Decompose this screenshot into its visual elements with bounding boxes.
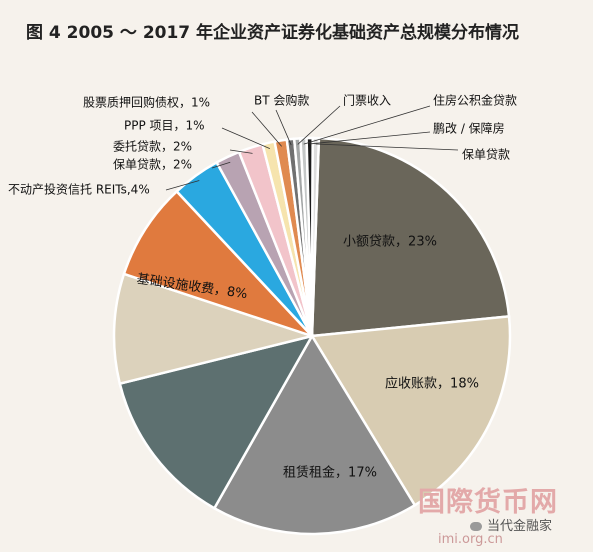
pie-slice: [310, 136, 321, 337]
slice-label: 保单贷款，2%: [113, 158, 192, 172]
watermark-url: imi.org.cn: [438, 532, 503, 547]
watermark-social-text: 当代金融家: [487, 519, 553, 534]
pie-slice: [212, 333, 417, 536]
slice-label: 保单贷款: [462, 148, 510, 162]
pie-slice: [122, 189, 313, 338]
leader-line: [229, 149, 253, 154]
slice-label: 租赁租金，17%: [283, 465, 377, 481]
slice-label: 应收账款，18%: [385, 376, 479, 392]
slice-label: 股票质押回购债权，1%: [83, 95, 210, 110]
leader-line: [297, 105, 341, 145]
pie-slice: [309, 314, 512, 507]
wechat-icon: [470, 522, 482, 531]
slice-label: 不动产投资信托 REITs,4%: [8, 182, 150, 197]
watermark: 国際货币网 当代金融家 imi.org.cn: [418, 480, 588, 550]
leader-line: [309, 131, 431, 145]
leader-line: [315, 143, 459, 151]
leader-lines: [165, 105, 459, 191]
pie-slices: [112, 136, 512, 536]
leader-line: [221, 127, 271, 149]
leader-line: [165, 180, 200, 191]
slice-label: PPP 项目，1%: [124, 119, 205, 133]
slice-label: 住房公积金贷款: [433, 93, 517, 108]
watermark-brand: 国際货币网: [418, 487, 558, 518]
chart-title: 图 4 2005 ～ 2017 年企业资产证券化基础资产总规模分布情况: [26, 23, 520, 43]
watermark-social: 当代金融家: [470, 515, 552, 534]
leader-line: [251, 111, 282, 147]
pie-slice: [310, 136, 511, 338]
slice-label: 委托贷款，2%: [113, 140, 192, 154]
pie-slice: [112, 272, 317, 386]
pie-slice: [118, 334, 315, 510]
slice-label: 门票收入: [343, 93, 391, 108]
leader-line: [303, 105, 431, 145]
leader-line: [275, 109, 292, 146]
leader-line: [211, 161, 231, 169]
slice-label: 小额贷款，23%: [343, 235, 437, 250]
slice-label: 鹏改 / 保障房: [433, 121, 505, 136]
slice-label: BT 会购款: [254, 93, 309, 108]
